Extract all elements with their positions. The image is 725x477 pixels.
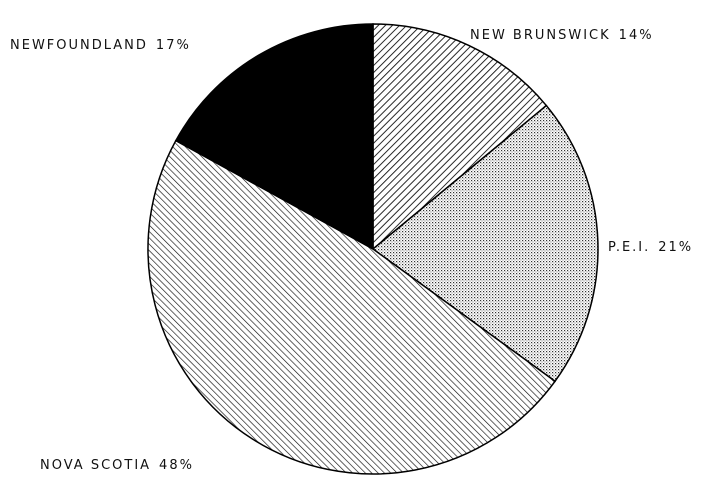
value-label: 17% xyxy=(156,38,191,53)
slice-label: P.E.I. 21% xyxy=(608,240,693,255)
slice-label: NOVA SCOTIA 48% xyxy=(40,458,194,473)
category-name: NEW BRUNSWICK xyxy=(470,28,611,43)
slice-label: NEWFOUNDLAND 17% xyxy=(10,38,191,53)
category-name: NOVA SCOTIA xyxy=(40,458,151,473)
category-name: NEWFOUNDLAND xyxy=(10,38,148,53)
pie-slice xyxy=(372,23,548,251)
value-label: 21% xyxy=(658,240,693,255)
value-label: 14% xyxy=(619,28,654,43)
labels: NEW BRUNSWICK 14%P.E.I. 21%NOVA SCOTIA 48%N… xyxy=(10,28,693,473)
value-label: 48% xyxy=(159,458,194,473)
pie-slice xyxy=(147,139,557,475)
pie-slice xyxy=(371,104,599,383)
pie xyxy=(147,23,599,475)
slice-label: NEW BRUNSWICK 14% xyxy=(470,28,654,43)
pie-slice xyxy=(174,23,374,251)
category-name: P.E.I. xyxy=(608,240,650,255)
